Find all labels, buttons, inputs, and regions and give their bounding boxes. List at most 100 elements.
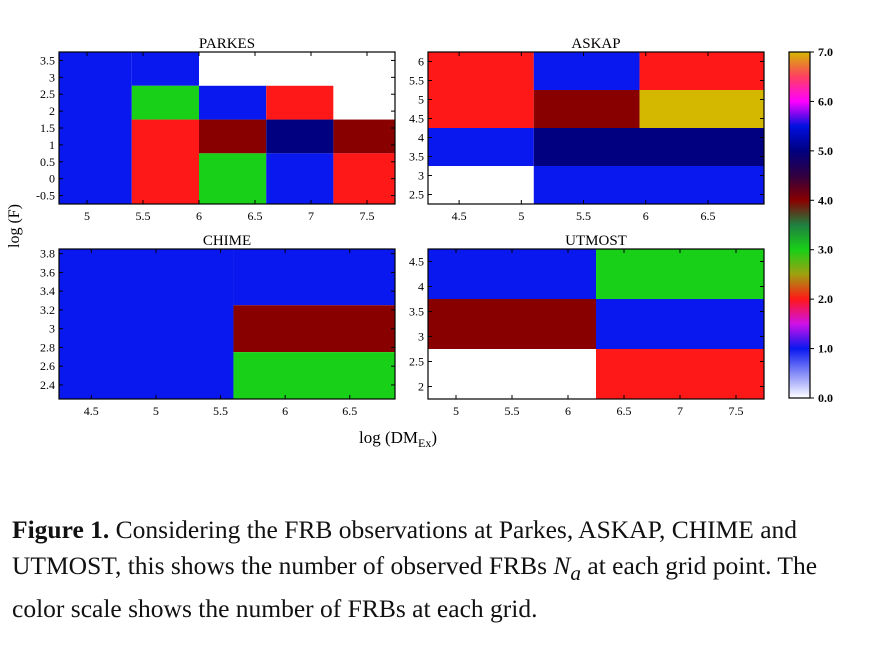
- utmost-title: UTMOST: [565, 233, 627, 249]
- chime-ytick-label: 3.4: [40, 284, 55, 298]
- parkes-cell-2: [199, 52, 395, 86]
- parkes-ytick-label: 3.5: [40, 53, 55, 67]
- askap-ytick-label: 3.5: [409, 150, 424, 164]
- utmost-cell-4: [428, 349, 596, 399]
- colorbar-tick-label: 2.0: [818, 292, 833, 306]
- parkes-cell-6: [333, 85, 395, 120]
- chime-ytick-label: 3.8: [40, 247, 55, 261]
- colorbar: 7.0 6.0 5.0 4.0 3.0 2.0 1.0 0.0: [788, 45, 833, 405]
- parkes-ytick-label: -0.5: [36, 189, 55, 203]
- parkes-xtick-label: 6.5: [248, 209, 263, 223]
- colorbar-tick-label: 1.0: [818, 342, 833, 356]
- askap-xtick-label: 4.5: [452, 209, 467, 223]
- askap-cell-6: [533, 128, 764, 166]
- panel-parkes: PARKES 5 5.5 6 6.5 7 7.5 3.5 3 2.5 2 1.5 1 0.5 0 -0.5: [36, 36, 396, 223]
- caption-text-after: at each grid point. The color scale show…: [12, 551, 818, 624]
- askap-cell-2: [639, 52, 764, 90]
- parkes-xtick-label: 5: [84, 209, 90, 223]
- figure-caption: Figure 1. Considering the FRB observatio…: [12, 512, 872, 627]
- colorbar-tick-label: 3.0: [818, 243, 833, 257]
- parkes-xtick-label: 5.5: [136, 209, 151, 223]
- parkes-cell-8: [199, 119, 267, 154]
- askap-xtick-label: 5: [518, 209, 524, 223]
- parkes-cell-9: [266, 119, 334, 154]
- shared-y-axis-label: log (F): [6, 204, 23, 248]
- chime-title: CHIME: [203, 233, 251, 249]
- askap-ytick-label: 2.5: [409, 188, 424, 202]
- parkes-cell-4: [199, 85, 267, 120]
- chime-xtick-label: 5: [153, 404, 159, 418]
- utmost-cell-5: [596, 349, 764, 399]
- askap-frame: [427, 51, 765, 205]
- parkes-ytick-label: 2.5: [40, 87, 55, 101]
- utmost-ytick-label: 4: [418, 280, 424, 294]
- utmost-xtick-label: 7: [677, 404, 683, 418]
- colorbar-tick-label: 6.0: [818, 94, 833, 108]
- parkes-cell-12: [266, 153, 334, 204]
- colorbar-tick-label: 5.0: [818, 144, 833, 158]
- parkes-ytick-label: 3: [49, 70, 55, 84]
- utmost-ytick-label: 3: [418, 330, 424, 344]
- parkes-cell-1: [131, 52, 199, 86]
- parkes-ytick-label: 2: [49, 104, 55, 118]
- parkes-xtick-label: 7.5: [360, 209, 375, 223]
- utmost-cell-2: [428, 299, 596, 349]
- askap-xtick-label: 6: [643, 209, 649, 223]
- askap-cell-4: [639, 90, 764, 128]
- chime-xtick-label: 6.5: [342, 404, 357, 418]
- askap-ytick-label: 5: [418, 93, 424, 107]
- askap-cell-7: [428, 166, 534, 204]
- parkes-ytick-label: 1.5: [40, 121, 55, 135]
- colorbar-tick-label: 4.0: [818, 193, 833, 207]
- parkes-cell-5: [266, 85, 334, 120]
- utmost-cell-1: [596, 249, 764, 299]
- utmost-xtick-label: 6: [565, 404, 571, 418]
- parkes-cell-10: [333, 119, 395, 154]
- askap-ytick-label: 3: [418, 169, 424, 183]
- utmost-xtick-label: 5.5: [505, 404, 520, 418]
- colorbar-tick-label: 0.0: [818, 391, 833, 405]
- parkes-cell-0: [59, 52, 132, 204]
- chime-ytick-label: 2.8: [40, 340, 55, 354]
- parkes-cell-11: [199, 153, 267, 204]
- chime-ytick-label: 3: [49, 322, 55, 336]
- panel-chime: CHIME 4.5 5 5.5 6 6.5 3.8 3.6 3.4 3.2 3 2.8 2.6 2.4: [40, 233, 396, 418]
- utmost-xtick-label: 7.5: [729, 404, 744, 418]
- shared-axis-labels: log (DMEx) log (F): [6, 204, 437, 450]
- panel-askap: ASKAP 4.5 5 5.5 6 6.5 6 5.5 5 4.5 4 3.5 3 2.5: [409, 36, 765, 223]
- askap-cell-8: [533, 166, 764, 204]
- chime-xtick-label: 5.5: [213, 404, 228, 418]
- colorbar-tick-label: 7.0: [818, 45, 833, 59]
- heatmap-figure: PARKES 5 5.5 6 6.5 7 7.5 3.5 3 2.5 2 1.5 1 0.5 0 -0.5 AS…: [6, 36, 833, 450]
- utmost-ytick-label: 4.5: [409, 255, 424, 269]
- askap-cell-1: [533, 52, 640, 90]
- parkes-cell-7: [131, 119, 199, 204]
- utmost-xtick-label: 6.5: [617, 404, 632, 418]
- utmost-ytick-label: 2: [418, 380, 424, 394]
- chime-ytick-label: 3.6: [40, 265, 55, 279]
- utmost-cell-0: [428, 249, 596, 299]
- askap-xtick-label: 6.5: [701, 209, 716, 223]
- parkes-cell-13: [333, 153, 395, 204]
- chime-ytick-label: 3.2: [40, 303, 55, 317]
- caption-text-before: Considering the FRB observations at Park…: [12, 515, 798, 580]
- utmost-ytick-label: 2.5: [409, 355, 424, 369]
- chime-cell-1: [233, 249, 395, 306]
- shared-x-axis-label: log (DMEx): [359, 428, 437, 450]
- chime-cell-2: [233, 305, 395, 353]
- parkes-ytick-label: 0.5: [40, 155, 55, 169]
- utmost-frame: [427, 248, 765, 400]
- parkes-title: PARKES: [199, 36, 255, 52]
- figure: PARKES 5 5.5 6 6.5 7 7.5 3.5 3 2.5 2 1.5 1 0.5 0 -0.5 AS…: [6, 36, 833, 450]
- askap-ytick-label: 5.5: [409, 74, 424, 88]
- utmost-ytick-label: 3.5: [409, 305, 424, 319]
- panel-utmost: UTMOST 5 5.5 6 6.5 7 7.5 4.5 4 3.5 3 2.5 2: [409, 233, 765, 418]
- askap-ytick-label: 4: [418, 131, 424, 145]
- caption-variable: N: [553, 551, 571, 580]
- askap-ytick-label: 4.5: [409, 112, 424, 126]
- chime-frame: [58, 248, 396, 400]
- caption-label: Figure 1.: [12, 515, 110, 544]
- colorbar-gradient: [788, 51, 811, 399]
- askap-cell-5: [428, 128, 534, 166]
- chime-ytick-label: 2.4: [40, 378, 55, 392]
